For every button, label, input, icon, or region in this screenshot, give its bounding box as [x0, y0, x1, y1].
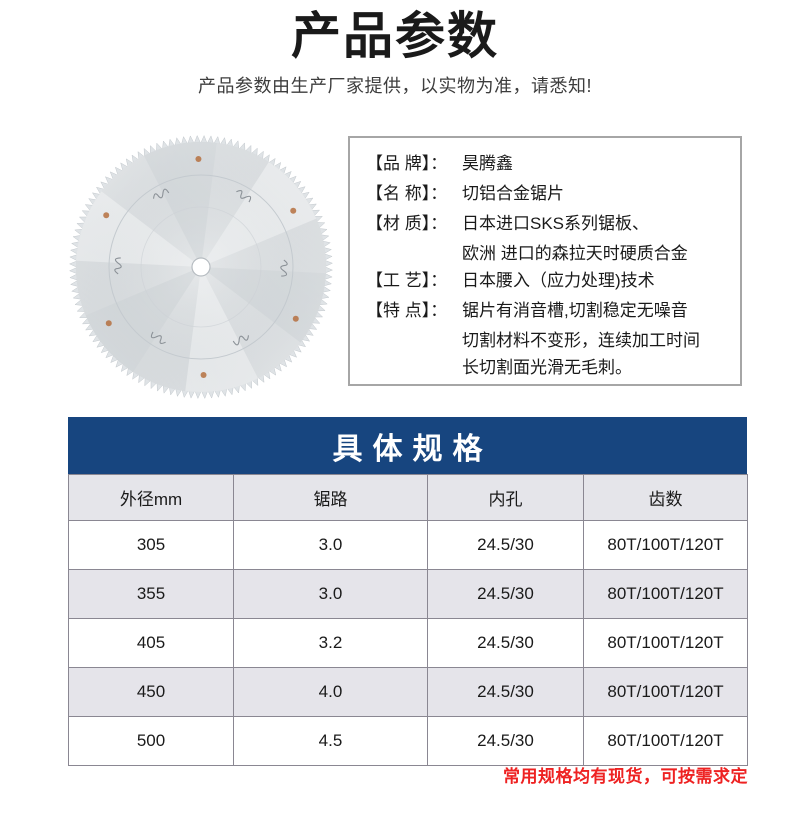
table-banner-title: 具体规格 — [68, 417, 747, 474]
spec-row-material: 【材 质】： 日本进口SKS系列锯板、 — [366, 210, 730, 237]
table-header-row: 外径mm 锯路 内孔 齿数 — [68, 474, 748, 521]
spec-value: 昊腾鑫 — [462, 154, 513, 173]
specification-table: 外径mm 锯路 内孔 齿数 305 3.0 24.5/30 80T/100T/1… — [68, 474, 748, 766]
spec-detail-box: 【品 牌】： 昊腾鑫 【名 称】： 切铝合金锯片 【材 质】： 日本进口SKS系… — [348, 136, 742, 386]
spec-row-name: 【名 称】： 切铝合金锯片 — [366, 180, 730, 207]
spec-key: 【特 点】： — [366, 301, 448, 320]
spec-value: 切铝合金锯片 — [462, 184, 564, 203]
cell-teeth: 80T/100T/120T — [583, 667, 748, 717]
table-row: 305 3.0 24.5/30 80T/100T/120T — [68, 520, 748, 570]
page-subtitle: 产品参数由生产厂家提供，以实物为准，请悉知! — [198, 76, 592, 96]
column-header-teeth: 齿数 — [583, 474, 748, 521]
cell-outer-diameter: 405 — [68, 618, 234, 668]
spec-value: 日本腰入（应力处理)技术 — [462, 271, 655, 290]
cell-kerf: 3.2 — [233, 618, 428, 668]
cell-teeth: 80T/100T/120T — [583, 618, 748, 668]
spec-value-continuation: 切割材料不变形，连续加工时间 — [462, 331, 700, 350]
spec-key: 【名 称】： — [366, 184, 448, 203]
cell-teeth: 80T/100T/120T — [583, 520, 748, 570]
table-row: 355 3.0 24.5/30 80T/100T/120T — [68, 569, 748, 619]
product-image — [62, 132, 340, 402]
cell-outer-diameter: 305 — [68, 520, 234, 570]
table-row: 450 4.0 24.5/30 80T/100T/120T — [68, 667, 748, 717]
table-row: 405 3.2 24.5/30 80T/100T/120T — [68, 618, 748, 668]
spec-row-process: 【工 艺】： 日本腰入（应力处理)技术 — [366, 267, 730, 294]
spec-value: 日本进口SKS系列锯板、 — [462, 214, 650, 233]
cell-bore: 24.5/30 — [427, 716, 584, 766]
spec-row-brand: 【品 牌】： 昊腾鑫 — [366, 150, 730, 177]
spec-value: 锯片有消音槽,切割稳定无噪音 — [462, 301, 688, 320]
cell-bore: 24.5/30 — [427, 667, 584, 717]
table-row: 500 4.5 24.5/30 80T/100T/120T — [68, 716, 748, 766]
spec-row-features: 【特 点】： 锯片有消音槽,切割稳定无噪音 — [366, 297, 730, 324]
page-title: 产品参数 — [291, 8, 499, 64]
column-header-kerf: 锯路 — [233, 474, 428, 521]
cell-kerf: 4.5 — [233, 716, 428, 766]
cell-outer-diameter: 355 — [68, 569, 234, 619]
column-header-outer-diameter: 外径mm — [68, 474, 234, 521]
spec-key: 【品 牌】： — [366, 154, 448, 173]
cell-kerf: 3.0 — [233, 520, 428, 570]
cell-teeth: 80T/100T/120T — [583, 569, 748, 619]
spec-value-continuation: 长切割面光滑无毛刺。 — [462, 358, 632, 377]
circular-saw-blade-icon — [69, 135, 333, 399]
column-header-bore: 内孔 — [427, 474, 584, 521]
spec-key: 【材 质】： — [366, 214, 448, 233]
cell-teeth: 80T/100T/120T — [583, 716, 748, 766]
cell-kerf: 4.0 — [233, 667, 428, 717]
spec-key: 【工 艺】： — [366, 271, 448, 290]
cell-kerf: 3.0 — [233, 569, 428, 619]
cell-bore: 24.5/30 — [427, 618, 584, 668]
cell-bore: 24.5/30 — [427, 569, 584, 619]
cell-outer-diameter: 450 — [68, 667, 234, 717]
spec-value-continuation: 欧洲 进口的森拉天时硬质合金 — [462, 244, 688, 263]
cell-bore: 24.5/30 — [427, 520, 584, 570]
availability-note: 常用规格均有现货，可按需求定 — [503, 767, 748, 786]
cell-outer-diameter: 500 — [68, 716, 234, 766]
